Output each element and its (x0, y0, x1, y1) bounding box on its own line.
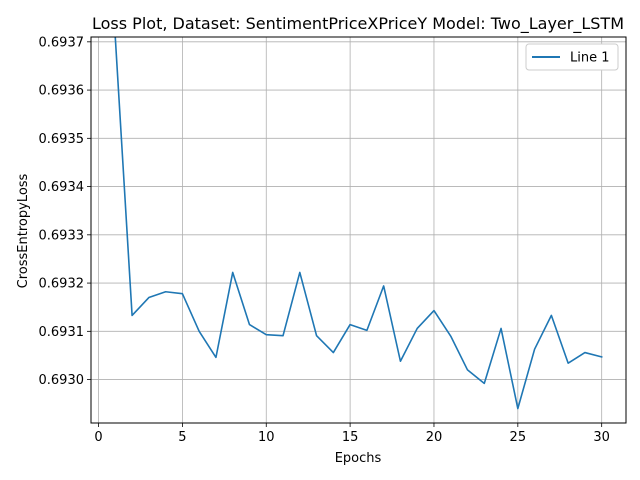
x-tick-label: 30 (593, 430, 610, 445)
x-axis-ticks: 0 5 10 15 20 25 30 (94, 423, 610, 445)
series-layer (114, 37, 603, 410)
y-tick-label: 0.6932 (39, 277, 85, 292)
y-tick-label: 0.6931 (39, 325, 85, 340)
legend-label-line-1: Line 1 (570, 51, 610, 66)
x-tick-label: 20 (426, 430, 443, 445)
x-tick-label: 10 (258, 430, 275, 445)
y-axis-label: CrossEntropyLoss (16, 173, 31, 288)
x-tick-label: 15 (342, 430, 359, 445)
y-tick-label: 0.6935 (39, 132, 85, 147)
legend-box (525, 43, 619, 71)
x-tick-label: 25 (510, 430, 527, 445)
y-tick-label: 0.6937 (39, 35, 85, 50)
x-tick-label: 0 (94, 430, 102, 445)
series-line-1 (114, 37, 603, 410)
y-tick-label: 0.6934 (39, 180, 85, 195)
y-tick-label: 0.6936 (39, 84, 85, 99)
plot-area-frame (90, 36, 627, 424)
chart-title: Loss Plot, Dataset: SentimentPriceXPrice… (92, 14, 624, 34)
y-tick-label: 0.6930 (39, 373, 85, 388)
x-axis-label: Epochs (335, 451, 382, 466)
y-tick-label: 0.6933 (39, 228, 85, 243)
grid-lines (91, 37, 626, 423)
y-axis-ticks: 0.6930 0.6931 0.6932 0.6933 0.6934 0.6935 0.69… (39, 35, 91, 388)
x-tick-label: 5 (178, 430, 186, 445)
legend: Line 1 (525, 43, 619, 71)
